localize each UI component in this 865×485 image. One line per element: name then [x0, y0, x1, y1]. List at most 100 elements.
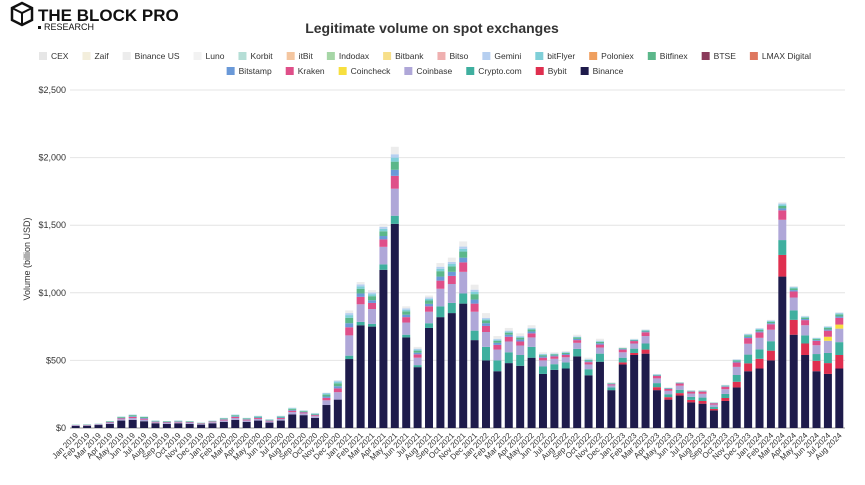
- legend-label: itBit: [299, 51, 314, 61]
- bar-segment: [83, 426, 91, 428]
- bar-segment: [368, 303, 376, 309]
- bar-segment: [801, 316, 809, 317]
- bar-segment: [391, 224, 399, 428]
- brand-bullet: [38, 26, 41, 29]
- bar-segment: [414, 365, 422, 367]
- legend-item: Gemini: [482, 51, 521, 61]
- bar-segment: [140, 421, 148, 428]
- bar-segment: [733, 387, 741, 428]
- legend-label: Korbit: [250, 51, 273, 61]
- bar-segment: [505, 363, 513, 428]
- bar-segment: [425, 312, 433, 323]
- bar-segment: [596, 341, 604, 342]
- bar-segment: [573, 339, 581, 340]
- bar-segment: [357, 304, 365, 322]
- bar-segment: [436, 281, 444, 289]
- bar-segment: [516, 366, 524, 428]
- bar-segment: [368, 290, 376, 292]
- brand-logo: THE BLOCK PRO RESEARCH: [12, 3, 179, 32]
- bar-segment: [471, 294, 479, 299]
- bar-segment: [630, 355, 638, 428]
- bar-segment: [642, 332, 650, 336]
- bar-segment: [436, 317, 444, 428]
- bar-segment: [425, 301, 433, 304]
- bar-segment: [482, 319, 490, 320]
- bar-segment: [391, 154, 399, 157]
- bar-segment: [790, 335, 798, 428]
- bar-segment: [311, 415, 319, 416]
- bar-segment: [425, 328, 433, 428]
- bar-segment: [710, 410, 718, 428]
- bar-segment: [482, 313, 490, 318]
- bar-segment: [653, 383, 661, 387]
- bar-segment: [630, 341, 638, 342]
- bar-segment: [482, 318, 490, 319]
- bar-segment: [379, 236, 387, 239]
- bar-segment: [744, 334, 752, 335]
- bar-segment: [813, 371, 821, 428]
- bar-segment: [391, 158, 399, 162]
- legend-item: Bitbank: [383, 51, 424, 61]
- bar-segment: [619, 349, 627, 350]
- bar-segment: [174, 422, 182, 423]
- legend-label: Crypto.com: [478, 66, 521, 76]
- bar-segment: [448, 284, 456, 303]
- bar-segment: [254, 421, 262, 428]
- bar-segment: [345, 313, 353, 315]
- bar-segment: [767, 330, 775, 341]
- bar-segment: [414, 347, 422, 349]
- legend-label: Bybit: [548, 66, 568, 76]
- bar-segment: [106, 422, 114, 423]
- legend-item: Coincheck: [339, 66, 391, 76]
- bar-segment: [197, 425, 205, 428]
- bar-segment: [687, 400, 695, 402]
- bar-segment: [835, 329, 843, 343]
- bar-segment: [288, 408, 296, 409]
- bar-segment: [265, 421, 273, 422]
- bar-segment: [493, 339, 501, 340]
- bar-segment: [254, 416, 262, 417]
- bar-segment: [585, 361, 593, 362]
- legend-item: bitFlyer: [535, 51, 575, 61]
- bar-segment: [459, 258, 467, 263]
- bar-segment: [528, 337, 536, 346]
- y-tick-label: $1,000: [38, 288, 66, 298]
- bar-segment: [630, 341, 638, 343]
- bar-segment: [379, 270, 387, 428]
- legend-item: BTSE: [702, 51, 737, 61]
- bar-segment: [801, 320, 809, 325]
- bar-segment: [664, 400, 672, 428]
- bar-segment: [220, 422, 228, 428]
- bar-segment: [813, 361, 821, 371]
- bar-segment: [265, 420, 273, 421]
- bar-segment: [539, 358, 547, 361]
- bar-segment: [607, 385, 615, 387]
- bar-segment: [322, 396, 330, 397]
- bar-segment: [699, 394, 707, 398]
- bar-segment: [642, 331, 650, 332]
- bar-segment: [790, 291, 798, 297]
- bar-segment: [539, 356, 547, 357]
- bar-segment: [778, 208, 786, 210]
- y-tick-label: $0: [56, 423, 66, 433]
- bar-segment: [676, 396, 684, 428]
- bar-segment: [642, 344, 650, 350]
- bar-segment: [744, 363, 752, 371]
- bar-segment: [151, 423, 159, 428]
- bar-segment: [562, 353, 570, 354]
- bar-segment: [265, 421, 273, 422]
- legend-label: CEX: [51, 51, 69, 61]
- bar-segment: [528, 329, 536, 330]
- bar-segment: [459, 252, 467, 258]
- bar-segment: [402, 310, 410, 312]
- bar-segment: [744, 371, 752, 428]
- bar-segment: [824, 363, 832, 374]
- bar-segment: [585, 358, 593, 359]
- legend-item: Bitstamp: [227, 66, 272, 76]
- bar-segment: [448, 272, 456, 276]
- bar-segment: [619, 352, 627, 357]
- bar-segment: [790, 298, 798, 311]
- bar-segment: [630, 349, 638, 353]
- bar-segment: [630, 353, 638, 355]
- bar-segment: [448, 264, 456, 266]
